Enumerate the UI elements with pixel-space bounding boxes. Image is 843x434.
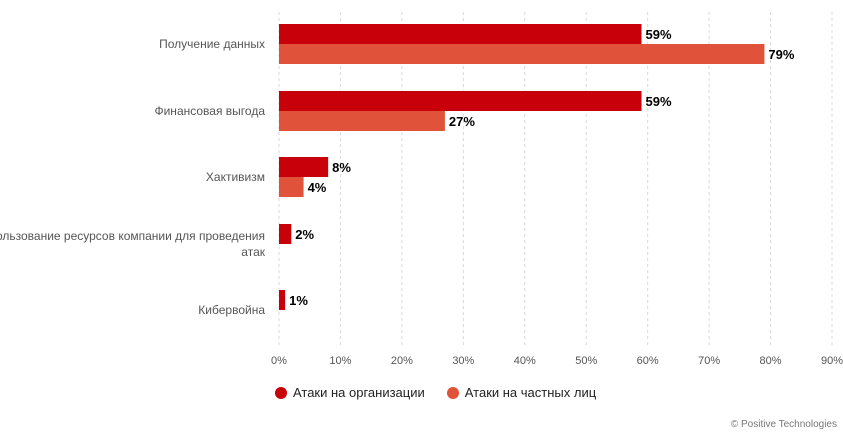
- data-label: 8%: [332, 160, 351, 175]
- x-tick-label: 0%: [271, 355, 287, 367]
- legend-dot-organizations: [275, 386, 287, 399]
- bar-organizations: [279, 224, 292, 244]
- category-label: Хактивизм: [206, 170, 265, 184]
- data-label: 1%: [289, 293, 308, 308]
- data-label: 79%: [768, 47, 794, 62]
- category-label: Кибервойна: [198, 303, 265, 317]
- legend-label-private: Атаки на частных лиц: [464, 385, 597, 400]
- category-label: Финансовая выгода: [154, 104, 265, 118]
- bar-organizations: [279, 290, 286, 310]
- legend-label-organizations: Атаки на организации: [293, 385, 425, 400]
- category-label: Использование ресурсов компании для пров…: [0, 229, 266, 259]
- bar-organizations: [279, 91, 642, 111]
- legend-dot-private: [446, 386, 459, 399]
- x-tick-label: 90%: [821, 355, 843, 367]
- legend-item-private: Атаки на частных лиц: [446, 385, 597, 400]
- bar-private: [279, 177, 304, 197]
- bar-private: [279, 111, 445, 131]
- copyright-credit: © Positive Technologies: [730, 419, 837, 430]
- data-label: 59%: [646, 94, 672, 109]
- x-tick-label: 50%: [575, 355, 597, 367]
- x-tick-label: 60%: [637, 355, 659, 367]
- x-tick-label: 70%: [698, 355, 720, 367]
- data-label: 4%: [308, 180, 327, 195]
- bar-organizations: [279, 24, 642, 44]
- category-label: Получение данных: [159, 37, 265, 51]
- x-tick-label: 80%: [760, 355, 782, 367]
- x-tick-label: 40%: [514, 355, 536, 367]
- bar-chart: 0% 10% 20% 30% 40% 50% 60% 70% 80% 90% Получение д…: [0, 12, 843, 367]
- legend: Атаки на организации Атаки на частных ли…: [275, 385, 596, 400]
- legend-item-organizations: Атаки на организации: [275, 385, 425, 400]
- data-label: 59%: [646, 27, 672, 42]
- bar-organizations: [279, 157, 329, 177]
- data-label: 27%: [449, 114, 475, 129]
- x-tick-label: 10%: [329, 355, 351, 367]
- data-label: 2%: [295, 227, 314, 242]
- x-tick-label: 20%: [391, 355, 413, 367]
- bar-private: [279, 44, 765, 64]
- x-tick-label: 30%: [452, 355, 474, 367]
